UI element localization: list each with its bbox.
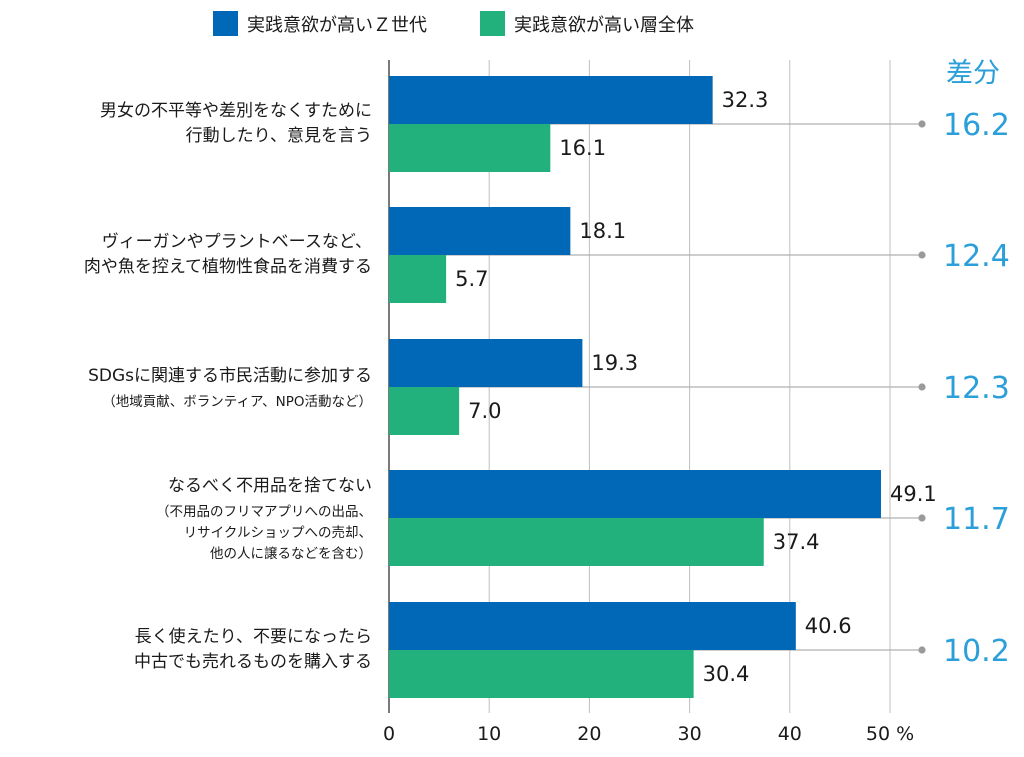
difference-connector-dot xyxy=(918,120,926,128)
bar-all-4 xyxy=(389,650,694,698)
bar-value-label: 7.0 xyxy=(468,399,501,423)
category-sublabel: （不用品のフリマアプリへの出品、 xyxy=(156,504,372,520)
bar-value-label: 19.3 xyxy=(591,351,638,375)
bar-genz-3 xyxy=(389,470,881,518)
x-axis-ticks: 0 10 20 30 40 50 % xyxy=(383,723,914,745)
bar-genz-2 xyxy=(389,339,583,387)
difference-value: 10.2 xyxy=(943,634,1010,669)
bar-all-1 xyxy=(389,255,447,303)
difference-value: 11.7 xyxy=(943,502,1010,537)
bar-all-0 xyxy=(389,124,551,172)
difference-title: 差分 xyxy=(946,58,1000,89)
bar-genz-4 xyxy=(389,602,796,650)
category-label: ヴィーガンやプラントベースなど、 xyxy=(102,232,372,252)
difference-column: 16.2 12.4 12.3 11.7 10.2 差分 xyxy=(943,58,1010,669)
difference-connector-dot xyxy=(918,251,926,259)
bar-value-label: 5.7 xyxy=(455,267,488,291)
bar-genz-0 xyxy=(389,76,713,124)
difference-connector-dot xyxy=(918,383,926,391)
category-label: 長く使えたり、不要になったら xyxy=(135,626,372,647)
bar-value-label: 40.6 xyxy=(805,614,852,638)
x-tick-label: 30 xyxy=(678,723,702,745)
bar-value-label: 16.1 xyxy=(559,136,606,160)
category-label: なるべく不用品を捨てない xyxy=(168,476,372,496)
bar-genz-1 xyxy=(389,207,571,255)
category-sublabel: リサイクルショップへの売却、 xyxy=(184,525,372,541)
legend-swatch-0 xyxy=(213,11,238,36)
bar-all-2 xyxy=(389,387,460,435)
category-label: 肉や魚を控えて植物性食品を消費する xyxy=(84,257,372,277)
category-label: 中古でも売れるものを購入する xyxy=(134,652,372,672)
bar-value-label: 30.4 xyxy=(703,662,750,686)
bar-all-3 xyxy=(389,518,764,566)
bar-value-label: 37.4 xyxy=(773,530,820,554)
difference-value: 12.4 xyxy=(943,239,1010,274)
legend-swatch-1 xyxy=(480,11,505,36)
bar-value-label: 32.3 xyxy=(722,88,769,112)
category-sublabel: （地域貢献、ボランティア、NPO活動など） xyxy=(102,394,372,410)
category-labels: 男女の不平等や差別をなくすために行動したり、意見を言うヴィーガンやプラントベース… xyxy=(84,101,372,672)
legend-label-1: 実践意欲が高い層全体 xyxy=(514,15,694,36)
x-tick-label: 0 xyxy=(383,723,395,745)
category-sublabel: 他の人に譲るなどを含む） xyxy=(210,546,372,562)
difference-value: 12.3 xyxy=(943,371,1010,406)
difference-connector-dot xyxy=(918,514,926,522)
category-label: 男女の不平等や差別をなくすために xyxy=(100,101,372,121)
chart-bars: 32.3 16.1 18.1 5.7 19.3 7.0 49.1 37.4 40.6 30.4 xyxy=(389,76,937,698)
bar-value-label: 49.1 xyxy=(890,482,937,506)
difference-connector-dot xyxy=(918,646,926,654)
category-label: SDGsに関連する市民活動に参加する xyxy=(88,366,372,386)
x-tick-label: 10 xyxy=(477,723,501,745)
legend-label-0: 実践意欲が高いＺ世代 xyxy=(247,15,427,36)
bar-value-label: 18.1 xyxy=(579,219,626,243)
x-tick-label: 50 % xyxy=(866,723,914,745)
chart-legend: 実践意欲が高いＺ世代 実践意欲が高い層全体 xyxy=(213,11,694,36)
category-label: 行動したり、意見を言う xyxy=(186,126,372,146)
x-tick-label: 40 xyxy=(778,723,802,745)
x-tick-label: 20 xyxy=(577,723,601,745)
difference-value: 16.2 xyxy=(943,108,1010,143)
